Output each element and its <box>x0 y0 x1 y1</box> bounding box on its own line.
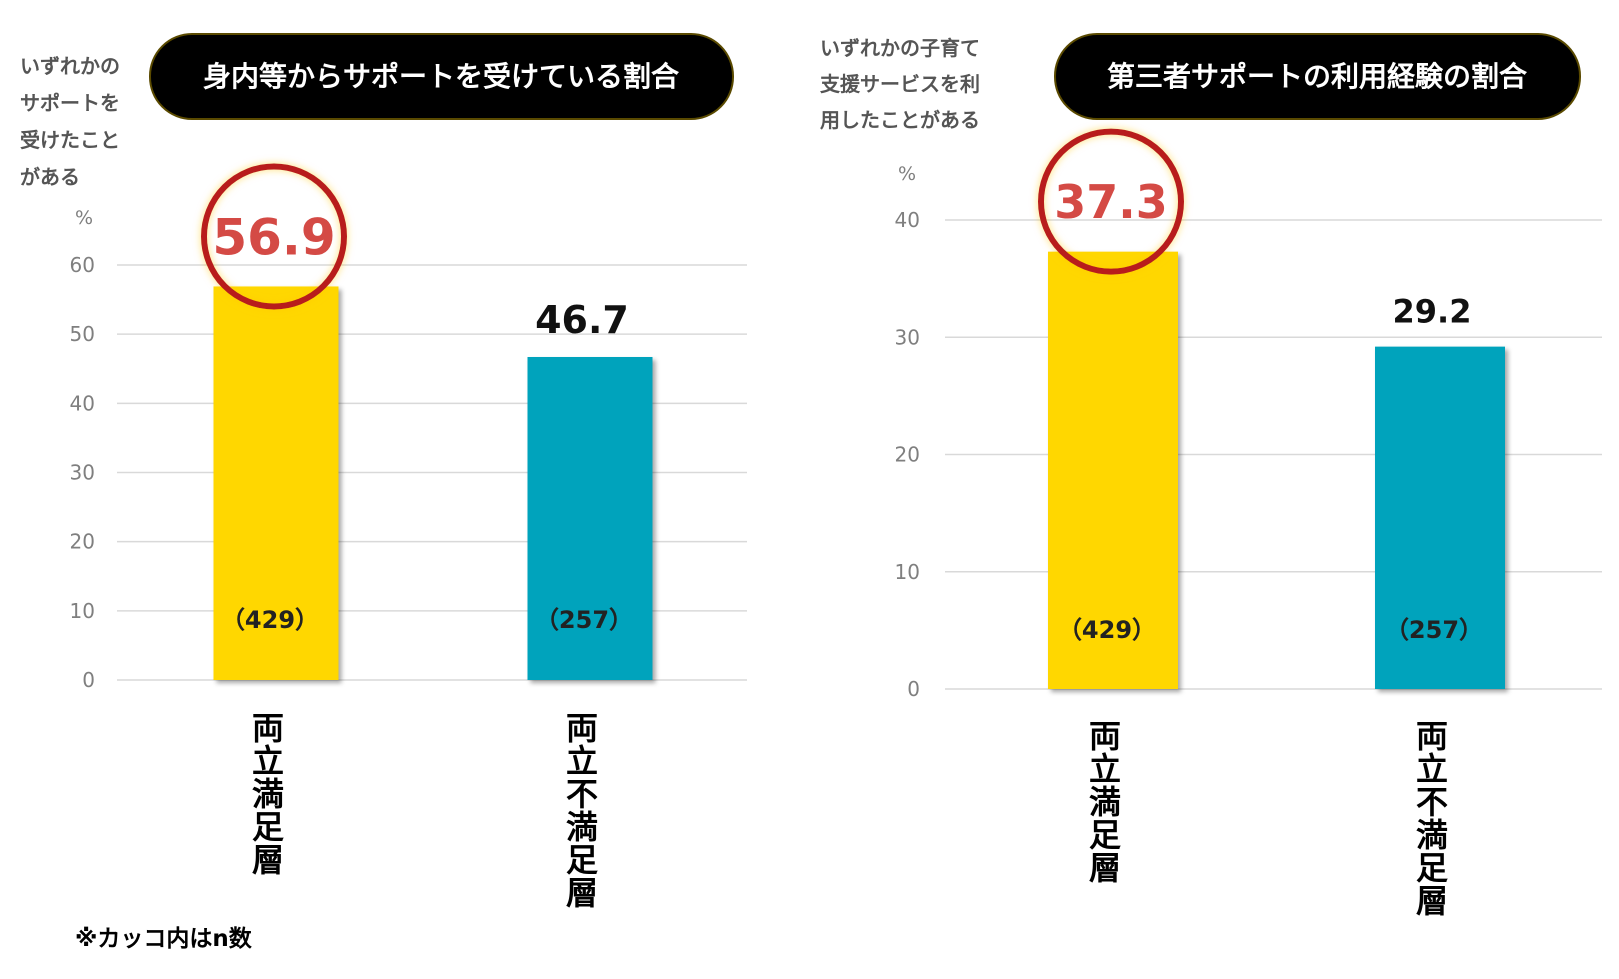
chart-right-labels: 37.3 （429） 両立満足層 29.2 （257） 両立不満足層 <box>1038 128 1483 920</box>
category-label: 両立不満足層 <box>566 709 598 912</box>
chart-right-title-pill: 第三者サポートの利用経験の割合 <box>1054 33 1581 120</box>
bar-value-label: 29.2 <box>1393 293 1472 331</box>
y-tick-label: 40 <box>70 391 95 415</box>
y-tick-label: 40 <box>895 208 920 232</box>
highlight-ring <box>201 163 347 310</box>
y-tick-label: 10 <box>70 599 95 623</box>
chart-left-title: 身内等からサポートを受けている割合 <box>203 60 680 93</box>
bar-value-label: 37.3 <box>1054 175 1168 229</box>
chart-right-ylabel-line: 用したことがある <box>820 108 980 132</box>
chart-left: 身内等からサポートを受けている割合 いずれかの サポートを 受けたこと がある … <box>20 33 747 912</box>
svg-text:両立満足層: 両立満足層 <box>252 709 284 879</box>
chart-left-ylabel-line: がある <box>20 165 80 189</box>
bar-n-label: （429） <box>221 606 319 634</box>
y-tick-label: 0 <box>82 668 95 692</box>
y-tick-label: 50 <box>70 322 95 346</box>
y-tick-label: 30 <box>70 461 95 485</box>
category-label: 両立満足層 <box>1089 717 1121 887</box>
y-tick-label: 30 <box>895 325 920 349</box>
y-tick-label: 60 <box>70 253 95 277</box>
chart-right: 第三者サポートの利用経験の割合 いずれかの子育て 支援サービスを利 用したことが… <box>820 33 1602 920</box>
chart-left-ylabel: いずれかの サポートを 受けたこと がある <box>20 54 120 189</box>
chart-left-bars <box>213 286 653 680</box>
highlight-ring <box>1038 128 1184 275</box>
bar-value-label: 46.7 <box>535 298 629 342</box>
bar-unsatisfied <box>1375 346 1505 689</box>
chart-right-bars <box>1048 251 1505 689</box>
bar-satisfied <box>1048 251 1178 689</box>
svg-text:両立満足層: 両立満足層 <box>1089 717 1121 887</box>
chart-left-title-pill: 身内等からサポートを受けている割合 <box>149 33 734 120</box>
chart-right-unit: % <box>898 163 916 185</box>
chart-left-ylabel-line: サポートを <box>20 91 120 115</box>
category-label: 両立不満足層 <box>1416 717 1448 920</box>
bar-n-label: （257） <box>1385 616 1483 644</box>
chart-right-title: 第三者サポートの利用経験の割合 <box>1107 60 1528 93</box>
chart-left-ylabel-line: 受けたこと <box>20 128 120 152</box>
bar-n-label: （257） <box>535 606 633 634</box>
bar-unsatisfied <box>527 356 653 680</box>
footnote: ※カッコ内はn数 <box>75 926 253 952</box>
y-tick-label: 0 <box>907 677 920 701</box>
y-tick-label: 20 <box>70 530 95 554</box>
svg-text:両立不満足層: 両立不満足層 <box>566 709 598 912</box>
category-label: 両立満足層 <box>252 709 284 879</box>
chart-left-ylabel-line: いずれかの <box>20 54 120 78</box>
bar-value-label: 56.9 <box>212 208 335 266</box>
chart-right-yticks: 0 10 20 30 40 <box>895 208 920 701</box>
chart-left-labels: 56.9 （429） 両立満足層 46.7 （257） 両立不満足層 <box>201 163 633 912</box>
chart-left-yticks: 0 10 20 30 40 50 60 <box>70 253 95 692</box>
chart-right-ylabel: いずれかの子育て 支援サービスを利 用したことがある <box>820 36 980 132</box>
chart-right-ylabel-line: いずれかの子育て <box>820 36 980 60</box>
svg-text:両立不満足層: 両立不満足層 <box>1416 717 1448 920</box>
bar-satisfied <box>213 286 339 680</box>
y-tick-label: 20 <box>895 443 920 467</box>
chart-right-ylabel-line: 支援サービスを利 <box>820 72 980 96</box>
y-tick-label: 10 <box>895 560 920 584</box>
chart-left-unit: % <box>75 207 93 229</box>
bar-n-label: （429） <box>1058 616 1156 644</box>
